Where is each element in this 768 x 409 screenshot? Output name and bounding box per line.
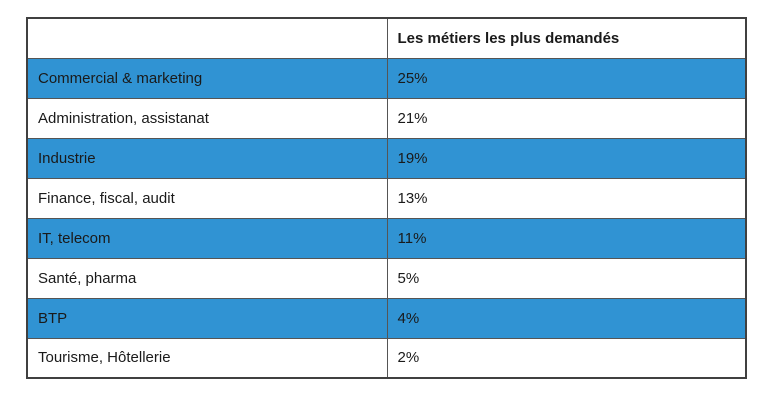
row-label: Tourisme, Hôtellerie bbox=[26, 337, 388, 379]
table-row: Commercial & marketing 25% bbox=[26, 57, 747, 99]
header-cell-empty bbox=[26, 17, 388, 59]
row-value: 2% bbox=[386, 337, 747, 379]
row-label: Administration, assistanat bbox=[26, 97, 388, 139]
row-label: Commercial & marketing bbox=[26, 57, 388, 99]
table-row: BTP 4% bbox=[26, 297, 747, 339]
row-label: Industrie bbox=[26, 137, 388, 179]
jobs-table: Les métiers les plus demandés Commercial… bbox=[26, 17, 747, 379]
table-row: Industrie 19% bbox=[26, 137, 747, 179]
row-label: Finance, fiscal, audit bbox=[26, 177, 388, 219]
row-label: IT, telecom bbox=[26, 217, 388, 259]
header-cell-title: Les métiers les plus demandés bbox=[386, 17, 747, 59]
row-value: 11% bbox=[386, 217, 747, 259]
row-value: 19% bbox=[386, 137, 747, 179]
row-label: BTP bbox=[26, 297, 388, 339]
row-value: 25% bbox=[386, 57, 747, 99]
table-row: Finance, fiscal, audit 13% bbox=[26, 177, 747, 219]
header-row: Les métiers les plus demandés bbox=[26, 17, 747, 59]
table-row: Administration, assistanat 21% bbox=[26, 97, 747, 139]
row-value: 13% bbox=[386, 177, 747, 219]
row-label: Santé, pharma bbox=[26, 257, 388, 299]
table-row: Tourisme, Hôtellerie 2% bbox=[26, 337, 747, 379]
table-row: Santé, pharma 5% bbox=[26, 257, 747, 299]
table-row: IT, telecom 11% bbox=[26, 217, 747, 259]
row-value: 21% bbox=[386, 97, 747, 139]
row-value: 4% bbox=[386, 297, 747, 339]
row-value: 5% bbox=[386, 257, 747, 299]
